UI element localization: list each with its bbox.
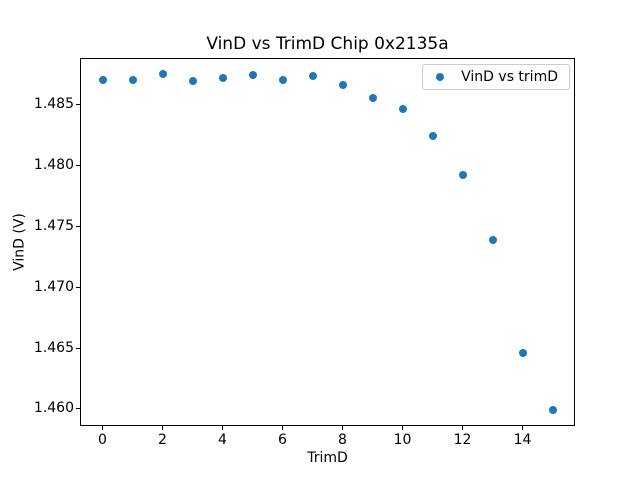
data-point	[338, 80, 347, 89]
plot-area: VinD vs trimD	[80, 58, 575, 426]
x-tick-label: 8	[338, 432, 347, 448]
y-tick-mark	[76, 347, 80, 349]
x-tick-mark	[162, 426, 163, 430]
y-tick-mark	[76, 225, 80, 227]
y-tick-label: 1.470	[33, 278, 74, 295]
data-point	[218, 73, 227, 82]
y-tick-label: 1.485	[33, 95, 74, 112]
chart-title: VinD vs TrimD Chip 0x2135a	[206, 34, 449, 54]
data-point	[548, 406, 557, 415]
legend: VinD vs trimD	[422, 64, 570, 90]
x-tick-mark	[462, 426, 463, 430]
y-tick-label: 1.475	[33, 217, 74, 234]
data-point	[278, 75, 287, 84]
y-tick-label: 1.460	[33, 400, 74, 417]
legend-label: VinD vs trimD	[461, 69, 558, 85]
x-tick-label: 6	[278, 432, 287, 448]
y-tick-mark	[76, 408, 80, 410]
y-tick-label: 1.465	[33, 339, 74, 356]
x-tick-mark	[102, 426, 103, 430]
y-tick-mark	[76, 103, 80, 105]
data-point	[98, 75, 107, 84]
data-point	[398, 105, 407, 114]
x-tick-mark	[222, 426, 223, 430]
data-point	[488, 235, 497, 244]
x-tick-label: 0	[98, 432, 107, 448]
data-point	[128, 75, 137, 84]
y-tick-mark	[76, 286, 80, 288]
data-point	[158, 69, 167, 78]
x-tick-mark	[282, 426, 283, 430]
data-point	[518, 348, 527, 357]
y-tick-label: 1.480	[33, 156, 74, 173]
data-point	[188, 77, 197, 86]
x-tick-label: 14	[513, 432, 532, 448]
legend-marker-icon	[436, 73, 445, 81]
data-point	[308, 72, 317, 81]
data-point	[368, 94, 377, 103]
data-point	[458, 171, 467, 179]
x-tick-mark	[342, 426, 343, 430]
x-axis-label: TrimD	[307, 450, 348, 466]
x-tick-label: 2	[158, 432, 167, 448]
x-tick-mark	[522, 426, 523, 430]
x-tick-label: 10	[393, 432, 412, 448]
x-tick-mark	[402, 426, 403, 430]
data-point	[248, 71, 257, 80]
data-point	[428, 132, 437, 140]
scatter-points-layer	[81, 59, 574, 425]
x-tick-label: 4	[218, 432, 227, 448]
x-tick-label: 12	[453, 432, 472, 448]
y-tick-mark	[76, 164, 80, 166]
